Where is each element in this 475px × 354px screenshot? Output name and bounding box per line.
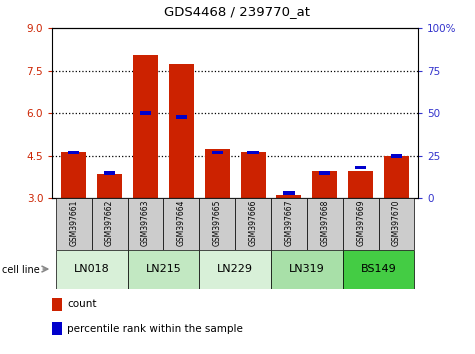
Bar <box>169 64 194 198</box>
Text: GSM397666: GSM397666 <box>248 200 257 246</box>
Bar <box>348 171 373 198</box>
Bar <box>97 174 122 198</box>
Text: LN319: LN319 <box>289 264 325 274</box>
Bar <box>319 171 331 175</box>
Bar <box>307 198 342 250</box>
Text: LN229: LN229 <box>217 264 253 274</box>
Bar <box>276 195 302 198</box>
Bar <box>342 250 414 289</box>
Text: GSM397665: GSM397665 <box>213 200 222 246</box>
Bar <box>176 115 187 119</box>
Text: GSM397669: GSM397669 <box>356 200 365 246</box>
Bar <box>205 149 230 198</box>
Text: LN215: LN215 <box>145 264 181 274</box>
Bar <box>68 150 79 154</box>
Bar <box>52 322 62 335</box>
Text: GSM397661: GSM397661 <box>69 200 78 246</box>
Bar <box>61 152 86 198</box>
Bar <box>52 298 62 311</box>
Bar <box>56 198 92 250</box>
Text: count: count <box>67 299 96 309</box>
Text: GSM397667: GSM397667 <box>285 200 294 246</box>
Bar <box>128 198 163 250</box>
Bar <box>283 191 294 195</box>
Text: GSM397670: GSM397670 <box>392 200 401 246</box>
Text: GSM397664: GSM397664 <box>177 200 186 246</box>
Bar <box>384 156 409 198</box>
Bar <box>104 171 115 175</box>
Bar <box>235 198 271 250</box>
Text: GSM397662: GSM397662 <box>105 200 114 246</box>
Bar <box>92 198 128 250</box>
Bar <box>247 150 259 154</box>
Bar <box>200 250 271 289</box>
Text: LN018: LN018 <box>74 264 110 274</box>
Bar <box>128 250 200 289</box>
Bar <box>56 250 128 289</box>
Bar <box>163 198 200 250</box>
Bar <box>342 198 379 250</box>
Bar <box>140 112 151 115</box>
Text: GSM397668: GSM397668 <box>320 200 329 246</box>
Bar <box>211 150 223 154</box>
Bar <box>391 154 402 158</box>
Bar <box>355 166 366 170</box>
Bar <box>240 152 266 198</box>
Bar <box>312 171 337 198</box>
Bar <box>271 198 307 250</box>
Text: BS149: BS149 <box>361 264 397 274</box>
Bar <box>271 250 342 289</box>
Text: GDS4468 / 239770_at: GDS4468 / 239770_at <box>164 5 311 18</box>
Bar <box>200 198 235 250</box>
Text: GSM397663: GSM397663 <box>141 200 150 246</box>
Bar <box>133 55 158 198</box>
Text: cell line: cell line <box>2 265 40 275</box>
Text: percentile rank within the sample: percentile rank within the sample <box>67 324 243 333</box>
Bar <box>379 198 414 250</box>
